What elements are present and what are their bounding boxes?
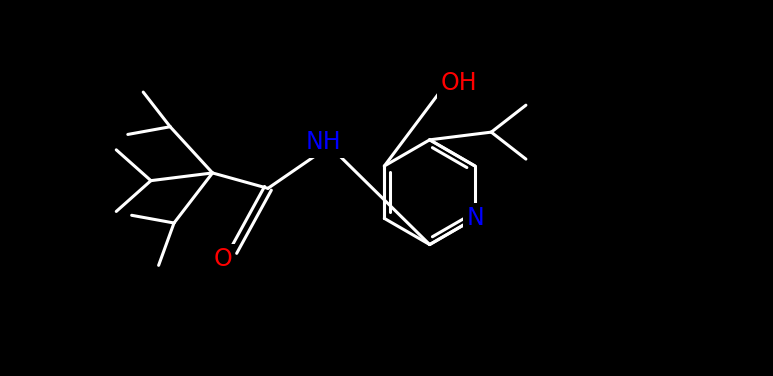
Text: OH: OH: [441, 71, 477, 95]
Text: NH: NH: [305, 130, 341, 154]
Text: N: N: [466, 206, 484, 230]
Text: O: O: [213, 247, 232, 271]
